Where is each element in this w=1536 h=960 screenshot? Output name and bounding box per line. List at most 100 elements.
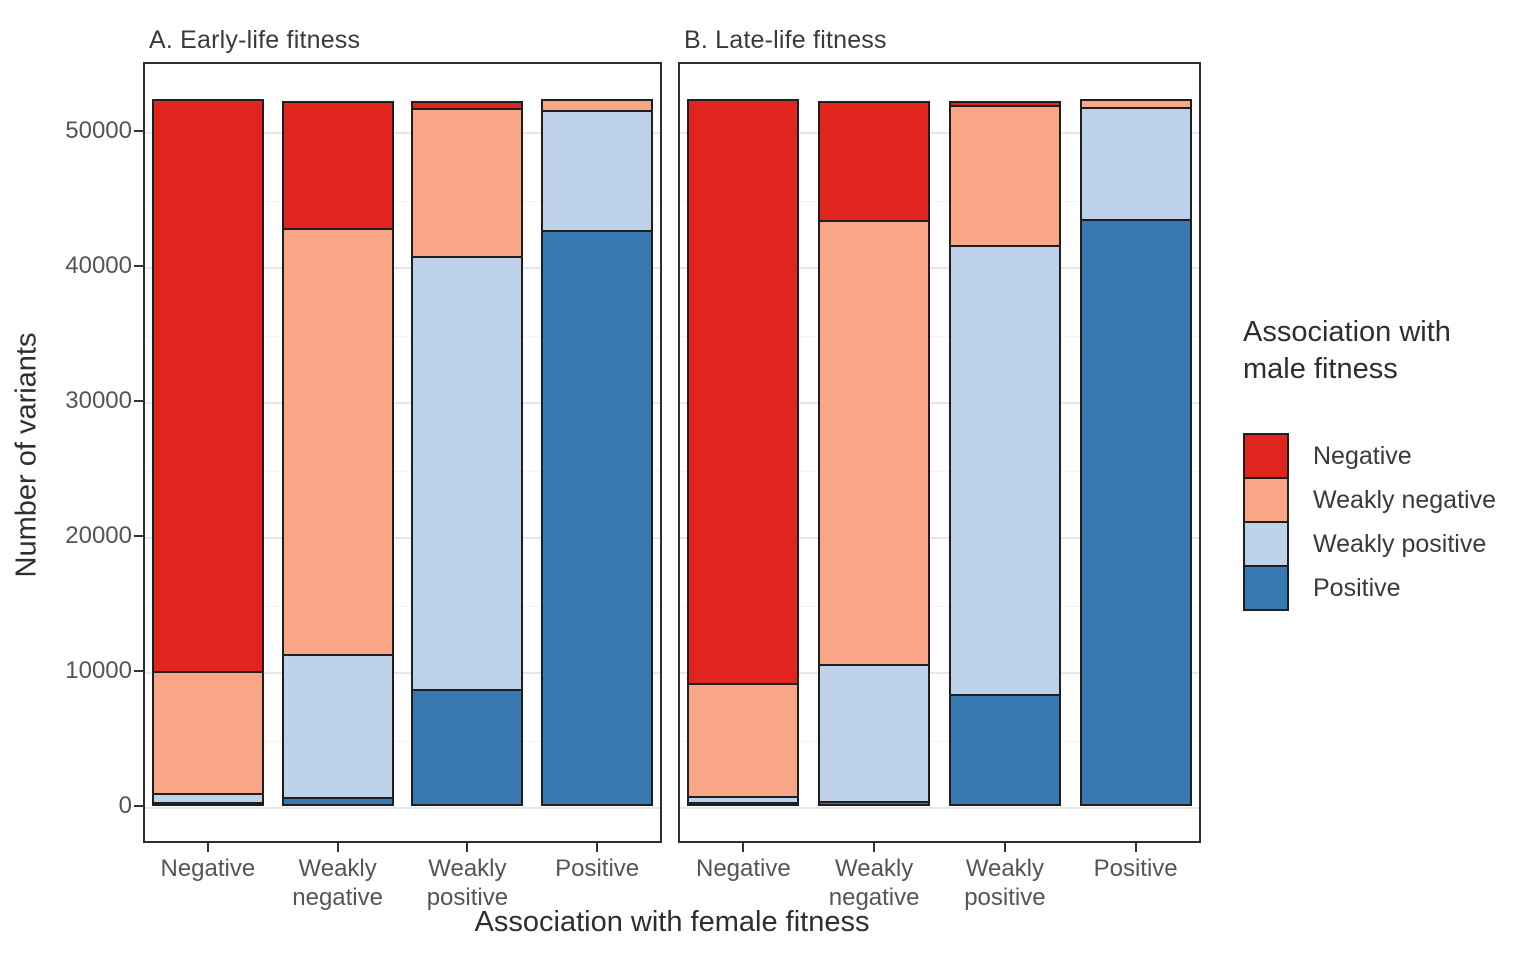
bar-segment — [151, 802, 264, 806]
stacked-bar — [541, 98, 654, 806]
legend-entry-label: Negative — [1313, 441, 1412, 470]
x-tick-label-line: Positive — [555, 855, 640, 882]
stacked-bar — [1079, 98, 1192, 806]
panel-a-plot-area — [143, 62, 662, 843]
legend-entry: Weakly positive — [1243, 521, 1496, 567]
bar-segment — [281, 100, 394, 231]
x-tick-label: Weakly positive — [382, 854, 552, 912]
stacked-bar — [687, 99, 800, 806]
x-tick-label: Weakly positive — [920, 854, 1090, 912]
minor-grid-line — [680, 470, 1199, 472]
stacked-bar — [151, 99, 264, 806]
bar-segment — [687, 99, 800, 686]
major-grid-line — [680, 132, 1199, 134]
bar-segment — [818, 100, 931, 223]
x-tick-label-line: Weakly — [965, 855, 1044, 882]
bar-segment — [281, 228, 394, 657]
bar-segment — [151, 671, 264, 796]
minor-grid-line — [680, 335, 1199, 337]
legend-entry: Weakly negative — [1243, 477, 1496, 523]
major-grid-line — [680, 537, 1199, 539]
x-tick-label-line: negative — [292, 884, 383, 911]
y-tick-label: 10000 — [65, 657, 132, 684]
minor-grid-line — [145, 335, 660, 337]
bar-segment — [541, 110, 654, 232]
legend-title-line-2: male fitness — [1243, 353, 1398, 385]
legend-entry-label: Weakly negative — [1313, 485, 1496, 514]
x-tick-label-line: Negative — [160, 855, 256, 882]
major-grid-line — [680, 807, 1199, 809]
major-grid-line — [145, 267, 660, 269]
bar-segment — [1079, 218, 1192, 806]
bar-segment — [818, 800, 931, 806]
x-tick-mark — [466, 843, 469, 852]
x-tick-label-line: negative — [828, 884, 920, 911]
x-tick-mark — [336, 843, 339, 852]
legend-title: Association with male fitness — [1243, 314, 1496, 388]
x-tick-label-line: Weakly — [428, 855, 507, 882]
x-tick-label: Negative — [658, 854, 828, 883]
x-tick-label: Negative — [123, 854, 293, 883]
y-tick-mark — [134, 805, 143, 807]
bar-segment — [281, 654, 394, 799]
y-tick-label: 20000 — [65, 522, 132, 549]
y-tick-label: 0 — [118, 792, 132, 819]
legend-title-line-1: Association with — [1243, 316, 1451, 348]
x-tick-label-line: Negative — [696, 855, 791, 882]
y-tick-label: 50000 — [65, 117, 132, 144]
legend-swatch — [1243, 565, 1289, 611]
legend-entry-label: Weakly positive — [1313, 529, 1487, 558]
x-axis-title: Association with female fitness — [474, 906, 870, 938]
minor-grid-line — [145, 740, 660, 742]
stacked-bar — [411, 100, 524, 806]
bar-segment — [411, 688, 524, 806]
legend: Association with male fitness Negative We… — [1243, 314, 1496, 611]
legend-entry-label: Positive — [1313, 573, 1401, 602]
bar-segment — [281, 796, 394, 806]
major-grid-line — [145, 672, 660, 674]
bar-segment — [687, 683, 800, 798]
panel-b-title: B. Late-life fitness — [684, 26, 887, 54]
bar-segment — [818, 663, 931, 803]
major-grid-line — [680, 402, 1199, 404]
stacked-bar — [281, 100, 394, 806]
y-tick-mark — [134, 535, 143, 537]
major-grid-line — [145, 402, 660, 404]
stacked-bar — [948, 100, 1061, 806]
legend-swatch — [1243, 477, 1289, 523]
x-tick-label-line: Weakly — [298, 855, 377, 882]
x-tick-mark — [742, 843, 745, 852]
y-tick-label: 30000 — [65, 387, 132, 414]
panel-b-plot-area — [678, 62, 1201, 843]
bar-segment — [1079, 107, 1192, 221]
y-tick-label: 40000 — [65, 252, 132, 279]
legend-entries: Negative Weakly negative Weakly positive Po… — [1243, 433, 1496, 611]
stacked-bar — [818, 100, 931, 806]
x-tick-label-line: Weakly — [835, 855, 914, 882]
x-tick-label-line: positive — [964, 884, 1046, 911]
minor-grid-line — [145, 200, 660, 202]
minor-grid-line — [680, 200, 1199, 202]
bar-segment — [948, 105, 1061, 248]
bar-segment — [541, 229, 654, 806]
x-tick-label: Weakly negative — [789, 854, 959, 912]
y-tick-mark — [134, 400, 143, 402]
legend-entry: Negative — [1243, 433, 1496, 479]
major-grid-line — [680, 267, 1199, 269]
x-tick-label: Positive — [1051, 854, 1221, 883]
minor-grid-line — [680, 740, 1199, 742]
bar-segment — [411, 255, 524, 691]
major-grid-line — [145, 807, 660, 809]
bar-segment — [948, 693, 1061, 806]
y-tick-mark — [134, 670, 143, 672]
bar-segment — [818, 220, 931, 666]
x-tick-label: Positive — [512, 854, 682, 883]
x-tick-mark — [206, 843, 209, 852]
bar-segment — [411, 108, 524, 258]
major-grid-line — [145, 132, 660, 134]
x-tick-mark — [1134, 843, 1137, 852]
panel-a-title: A. Early-life fitness — [149, 26, 361, 54]
minor-grid-line — [145, 605, 660, 607]
x-tick-mark — [1003, 843, 1006, 852]
